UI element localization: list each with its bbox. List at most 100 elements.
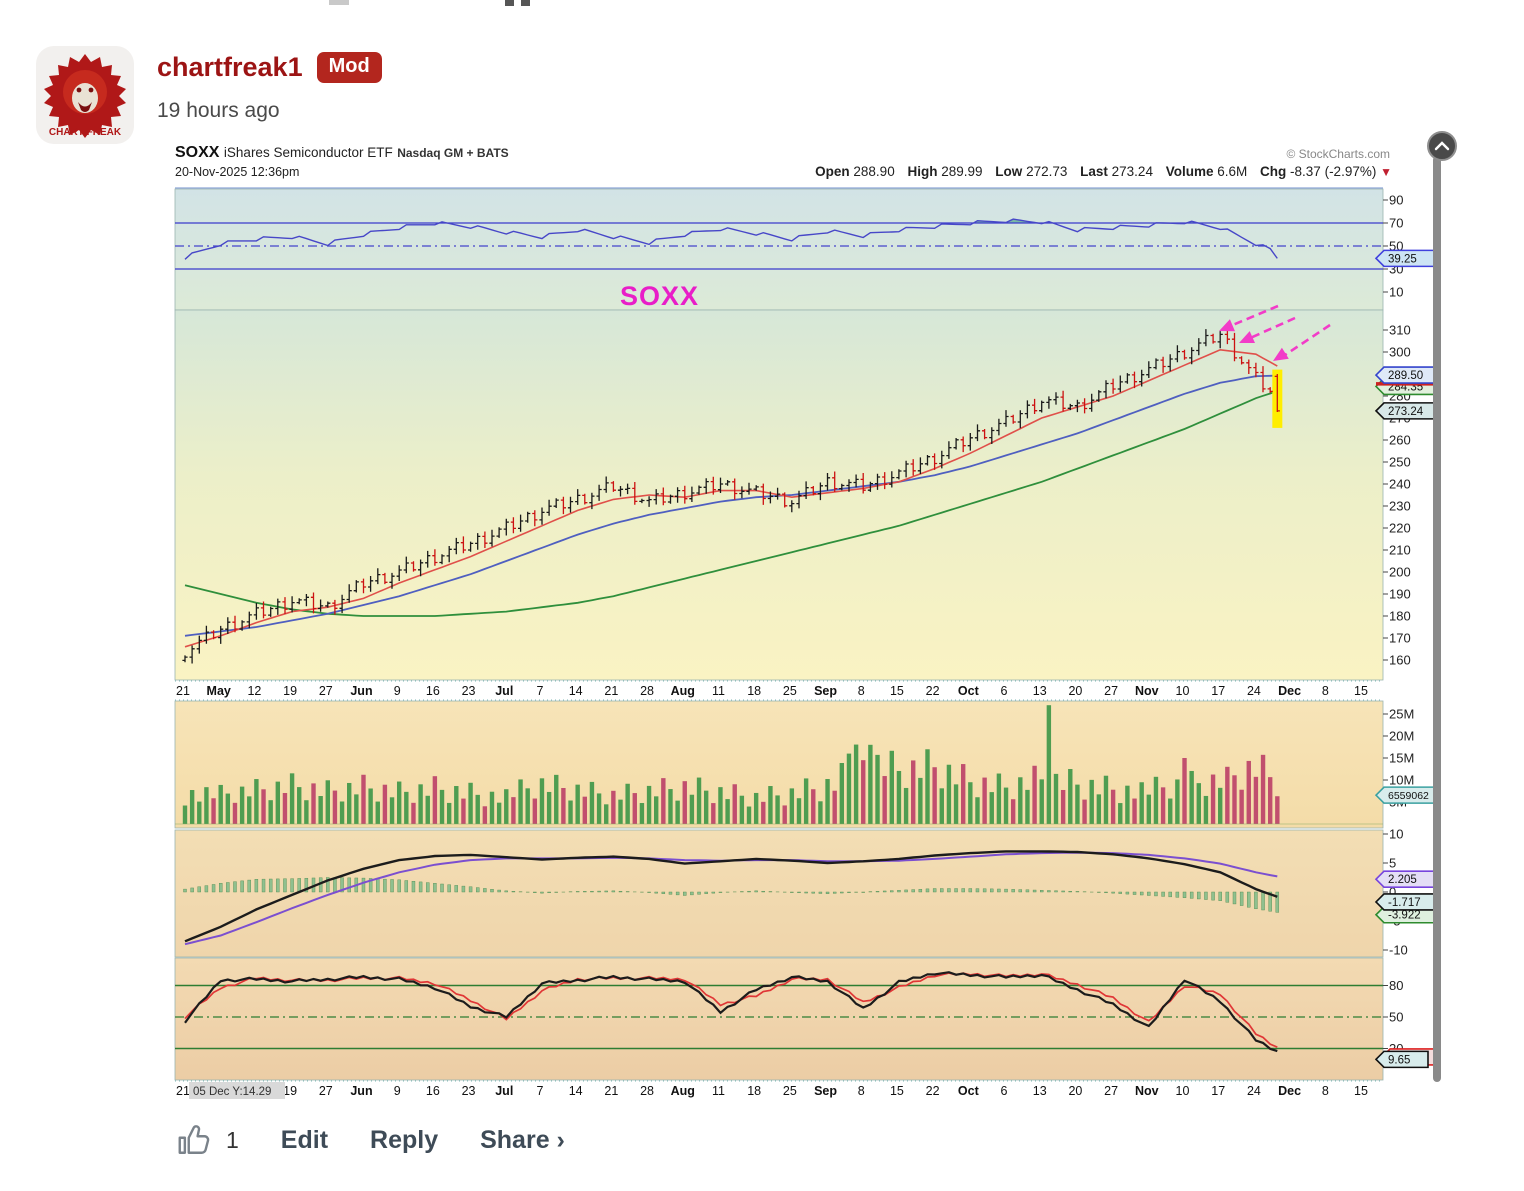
page-scrollbar[interactable] (1433, 156, 1441, 1082)
macd-hist-bar (261, 878, 266, 893)
volume-bar (975, 797, 980, 824)
y-axis-tick: 20M (1389, 729, 1414, 744)
macd-hist-bar (1018, 889, 1023, 893)
macd-hist-bar (397, 879, 401, 893)
y-axis-tick: 15M (1389, 751, 1414, 766)
thumbs-up-icon[interactable] (176, 1122, 212, 1158)
macd-hist-bar (426, 882, 430, 893)
share-button[interactable]: Share › (480, 1125, 565, 1154)
macd-hist-bar (882, 890, 887, 893)
x-axis-tick: Dec (1278, 684, 1301, 698)
volume-bar (1267, 777, 1273, 824)
macd-hist-bar (925, 888, 930, 893)
x-axis-tick: 21 (604, 1084, 618, 1098)
macd-hist-bar (1218, 891, 1222, 901)
macd-hist-bar (454, 885, 458, 893)
reply-button[interactable]: Reply (370, 1125, 439, 1154)
last-label: Last (1080, 164, 1108, 179)
macd-hist-bar (447, 884, 451, 893)
macd-hist-bar (333, 877, 337, 893)
volume-bar (1075, 784, 1080, 824)
macd-hist-bar (533, 891, 537, 893)
x-axis-tick: 27 (319, 1084, 333, 1098)
macd-hist-bar (1040, 890, 1044, 893)
macd-hist-bar (897, 890, 901, 893)
volume-bar (247, 796, 252, 824)
y-axis-tick: 160 (1389, 653, 1411, 668)
volume-bar (882, 776, 887, 824)
volume-bar (703, 790, 709, 824)
macd-hist-bar (818, 891, 823, 894)
x-axis-tick: 14 (569, 684, 583, 698)
volume-bar (375, 801, 380, 824)
price-bars-up (182, 329, 1223, 664)
x-axis-tick: 23 (462, 1084, 476, 1098)
y-axis-tick: 190 (1389, 587, 1411, 602)
macd-hist-bar (847, 891, 851, 893)
volume-bar (825, 779, 830, 824)
macd-hist-bar (254, 879, 259, 893)
volume-bar (382, 784, 388, 824)
x-axis-tick: 13 (1033, 1084, 1047, 1098)
macd-hist-bar (961, 888, 965, 893)
macd-hist-bar (197, 886, 201, 893)
volume-bar (625, 783, 630, 824)
volume-bar (1253, 776, 1259, 824)
macd-hist-bar (1104, 891, 1108, 894)
macd-hist-bar (675, 891, 680, 896)
macd-hist-bar (226, 882, 230, 893)
x-axis-tick: 10 (1176, 1084, 1190, 1098)
macd-hist-bar (326, 877, 330, 893)
macd-hist-bar (690, 891, 694, 896)
macd-hist-bar (940, 888, 944, 893)
macd-hist-bar (832, 891, 837, 894)
username[interactable]: chartfreak1 (157, 52, 303, 82)
macd-hist-bar (947, 888, 951, 893)
macd-hist-bar (1054, 890, 1058, 893)
chart-canvas: SOXX 21 May 12 19 27 Jun 9 16 23 Jul 7 14 21 28 Aug 11 18… (174, 187, 1437, 1100)
macd-hist-bar (404, 880, 409, 893)
x-axis-tick: 11 (712, 684, 725, 698)
open-label: Open (815, 164, 850, 179)
volume-bar (468, 782, 473, 824)
x-axis-tick: 16 (426, 684, 440, 698)
macd-hist-bar (990, 888, 994, 893)
volume-bar (896, 770, 902, 824)
volume-bar (1039, 779, 1044, 824)
macd-hist-bar (1232, 891, 1237, 905)
volume-bar (1053, 773, 1059, 824)
volume-label: Volume (1165, 164, 1214, 179)
macd-hist-bar (1011, 889, 1015, 893)
volume-bar (1232, 775, 1237, 824)
macd-hist-bar (918, 889, 923, 893)
x-axis-tick: 15 (1354, 1084, 1368, 1098)
x-axis-tick: Jul (495, 684, 513, 698)
volume-bar (304, 800, 309, 824)
volume-bar (846, 753, 852, 824)
scroll-top-button[interactable] (1427, 131, 1457, 161)
macd-hist-bar (982, 888, 987, 893)
macd-hist-bar (461, 885, 466, 893)
volume-bar (218, 784, 223, 824)
volume-bar (982, 777, 987, 824)
volume-bar (782, 805, 787, 824)
macd-hist-bar (468, 886, 473, 893)
avatar[interactable]: CHART FREAK (36, 46, 134, 144)
x-axis-tick: Sep (814, 1084, 837, 1098)
edit-button[interactable]: Edit (280, 1125, 329, 1154)
stock-chart-image[interactable]: SOXX iShares Semiconductor ETF Nasdaq GM… (173, 143, 1437, 1101)
macd-hist-bar (1268, 891, 1272, 912)
volume-bar (332, 790, 338, 824)
toolbar-fragment (521, 0, 530, 6)
macd-hist-bar (597, 890, 601, 893)
macd-hist-bar (483, 888, 487, 893)
low-value: 272.73 (1026, 164, 1068, 179)
x-axis-tick: 8 (1322, 1084, 1329, 1098)
volume-bar (261, 789, 266, 824)
volume-bar (446, 802, 452, 824)
volume-bar (1082, 799, 1087, 824)
macd-hist-bar (1075, 891, 1080, 893)
x-axis-tick: Oct (958, 684, 980, 698)
macd-hist-bar (647, 891, 651, 893)
stockcharts-credit: © StockCharts.com (1286, 147, 1390, 161)
